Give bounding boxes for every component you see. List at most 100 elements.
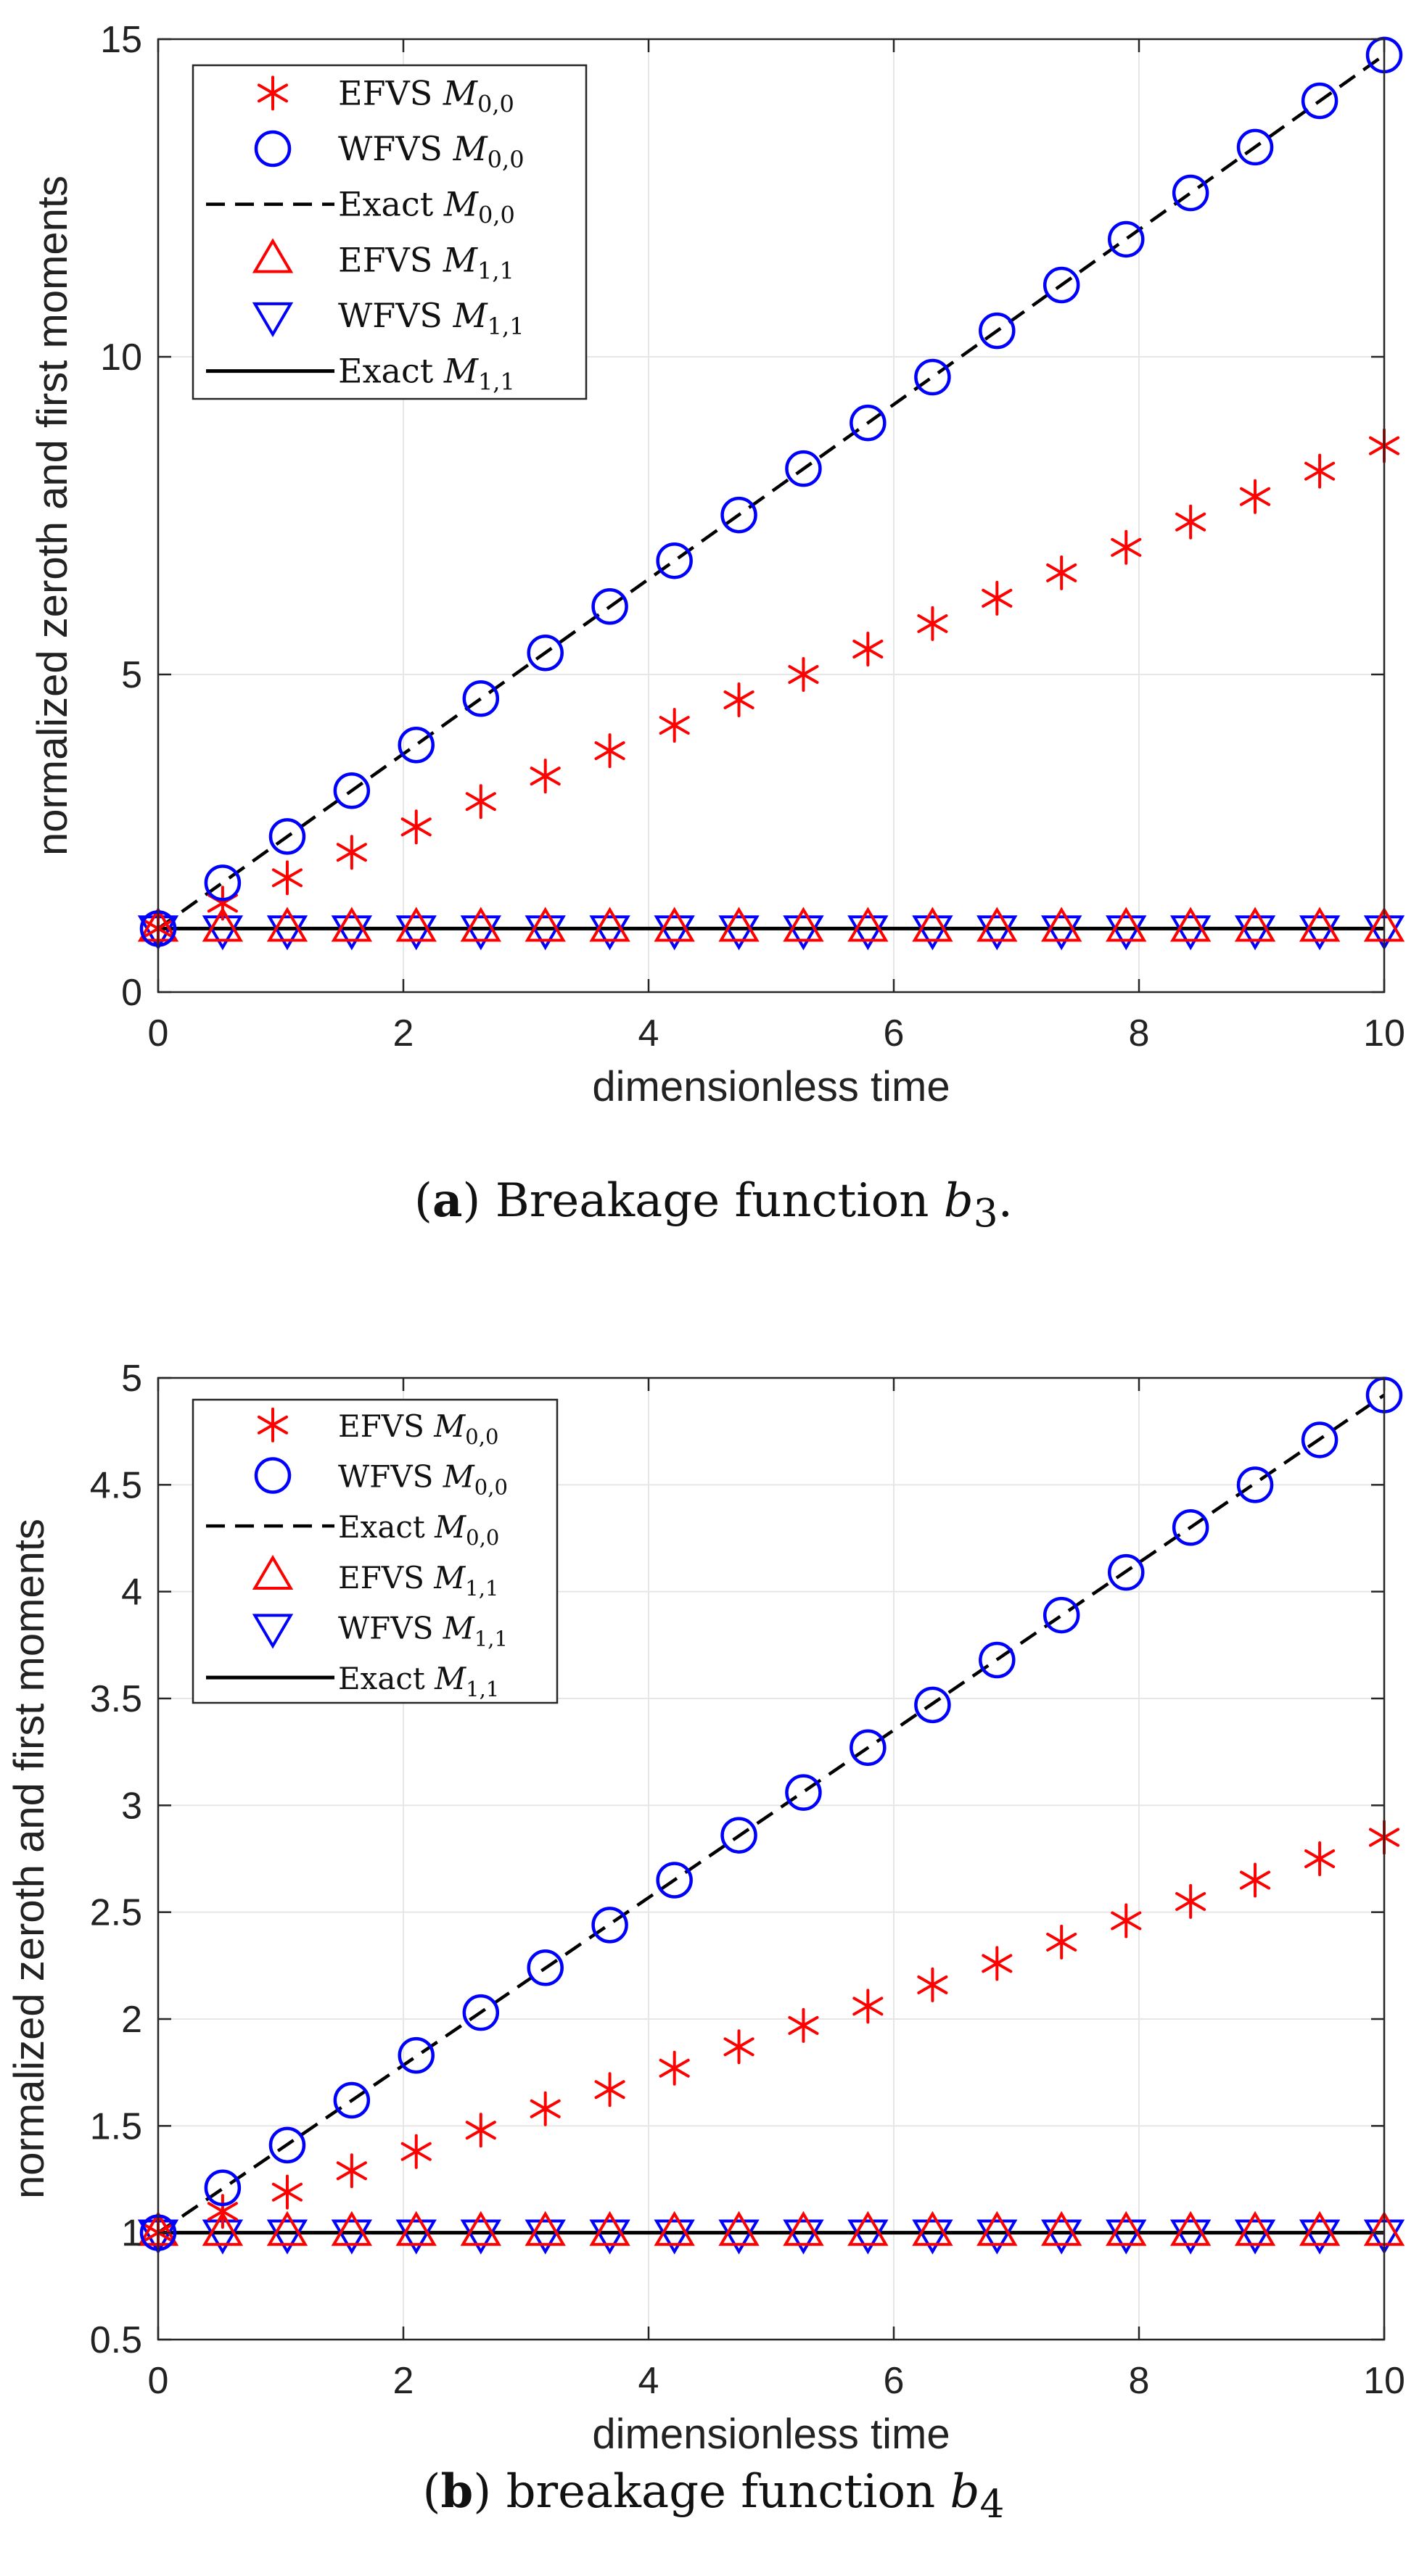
chart-a-efvs-m11-point-1 (202, 907, 244, 942)
chart-a-legend-label-4: WFVS M1,1 (338, 296, 525, 340)
chart-b-wfvs-m11-point-8 (654, 2219, 695, 2255)
figure-a: 0 2 4 6 8 10 0 5 10 15 dimensionless time normalize… (29, 19, 1405, 1236)
chart-b-wfvs-m00-point-4 (398, 2036, 435, 2074)
chart-b-efvs-m11-point-12 (912, 2210, 953, 2246)
chart-a-wfvs-m00-point-5 (462, 680, 500, 717)
chart-b-ytick-label-1: 1 (121, 2213, 142, 2255)
chart-b-wfvs-m11-point-11 (847, 2219, 889, 2255)
chart-a-legend-swatch-3 (252, 238, 294, 273)
chart-b-efvs-m00-point-18 (1304, 1841, 1336, 1876)
chart-b-ytick-label-5: 3 (121, 1785, 142, 1827)
chart-a-xtick-label-0: 0 (148, 1012, 169, 1054)
chart-a-xlabel: dimensionless time (592, 1063, 950, 1110)
chart-b-efvs-m00-point-1 (207, 2194, 238, 2229)
chart-a-efvs-m11-point-14 (1041, 907, 1082, 942)
chart-b-ytick-label-6: 3.5 (90, 1678, 142, 1720)
chart-b-legend-label-5: Exact M1,1 (338, 1661, 499, 1701)
chart-b-wfvs-m11-point-3 (331, 2219, 373, 2255)
caption-a-sub: 3 (973, 1189, 998, 1236)
chart-b-efvs-m11-point-3 (331, 2210, 373, 2246)
chart-b-wfvs-m11-point-7 (589, 2219, 630, 2255)
chart-b-efvs-m00-point-11 (852, 1989, 884, 2024)
chart-a-legend-swatch-1 (254, 130, 292, 168)
chart-a-efvs-m00-point-13 (982, 580, 1013, 616)
chart-a-efvs-m00-point-17 (1239, 479, 1271, 514)
chart-a-wfvs-m11-point-4 (395, 915, 437, 951)
chart-b-legend-swatch-0 (257, 1407, 289, 1442)
chart-b-legend-swatch-3 (252, 1554, 294, 1590)
chart-b-wfvs-m00-point-18 (1301, 1421, 1338, 1458)
chart-a-legend-label-0: EFVS M0,0 (338, 73, 514, 117)
chart-b-wfvs-m11-point-4 (395, 2219, 437, 2255)
chart-b-ylabel: normalized zeroth and first moments (6, 1519, 53, 2199)
chart-a-efvs-m00-point-8 (659, 708, 690, 743)
chart-a-efvs-m00-point-2 (271, 860, 303, 896)
chart-b-wfvs-m11-point-13 (976, 2219, 1018, 2255)
chart-a-series-efvs-m00 (142, 428, 1400, 946)
chart-b-efvs-m00-point-2 (271, 2174, 303, 2210)
chart-b-wfvs-m11-point-9 (718, 2219, 760, 2255)
chart-a-wfvs-m00-point-16 (1172, 174, 1209, 212)
chart-b-wfvs-m11-point-17 (1234, 2219, 1276, 2255)
chart-a-wfvs-m00-point-13 (979, 312, 1016, 350)
chart-b-efvs-m11-point-8 (654, 2210, 695, 2246)
chart-a-efvs-m00-point-11 (852, 631, 884, 666)
chart-a-wfvs-m11-point-16 (1169, 915, 1212, 951)
caption-b-text: breakage function (491, 2465, 950, 2519)
chart-a-wfvs-m00-point-14 (1043, 266, 1080, 304)
chart-b-wfvs-m00-point-5 (462, 1994, 500, 2031)
chart-b-efvs-m11-point-16 (1169, 2210, 1212, 2246)
chart-b-efvs-m00-point-17 (1239, 1862, 1271, 1898)
figure-b: 0 2 4 6 8 10 0.5 1 1.5 2 2.5 3 3.5 4 4.5 5 dimensionless… (0, 1288, 1427, 2576)
chart-a-wfvs-m11-point-6 (525, 915, 566, 951)
chart-b-efvs-m00-point-14 (1046, 1924, 1077, 1960)
chart-a-efvs-m11-point-10 (783, 907, 824, 942)
chart-b-legend-label-0: EFVS M0,0 (338, 1408, 498, 1449)
chart-b-wfvs-m00-point-11 (850, 1729, 887, 1767)
chart-b-ytick-label-8: 4.5 (90, 1464, 142, 1506)
chart-a-wfvs-m11-point-12 (912, 915, 953, 951)
chart-b-efvs-m11-point-14 (1041, 2210, 1082, 2246)
chart-a-ytick-label-3: 15 (100, 19, 142, 61)
chart-a-efvs-m00-point-9 (723, 682, 754, 718)
chart-a-wfvs-m00-point-15 (1108, 220, 1145, 258)
chart-b-efvs-m00-point-12 (917, 1967, 948, 2002)
chart-b-efvs-m11-point-9 (718, 2210, 760, 2246)
chart-a-xtick-label-1: 2 (393, 1012, 414, 1054)
chart-a-efvs-m11-point-2 (266, 907, 308, 942)
chart-a-ylabel: normalized zeroth and first moments (29, 176, 76, 856)
chart-a-efvs-m11-point-12 (912, 907, 953, 942)
chart-b-wfvs-m11-point-2 (266, 2219, 308, 2255)
chart-b-efvs-m11-point-1 (202, 2210, 244, 2246)
chart-a-wfvs-m00-point-17 (1236, 128, 1274, 166)
chart-b-legend: EFVS M0,0 WFVS M0,0 Exact M0,0 EFVS M1,1 WFV… (192, 1398, 559, 1704)
chart-a-efvs-m00-point-16 (1175, 504, 1206, 540)
chart-b-efvs-m11-point-11 (847, 2210, 889, 2246)
chart-b-efvs-m11-point-2 (266, 2210, 308, 2246)
chart-a-efvs-m00-point-14 (1046, 555, 1077, 590)
chart-a-xtick-label-4: 8 (1129, 1012, 1150, 1054)
chart-b-efvs-m11-point-13 (976, 2210, 1018, 2246)
chart-b-efvs-m11-point-17 (1234, 2210, 1276, 2246)
chart-b-efvs-m00-point-8 (659, 2050, 690, 2086)
chart-b-wfvs-m00-point-7 (591, 1907, 628, 1944)
chart-a-xtick-label-3: 6 (884, 1012, 905, 1054)
chart-b-wfvs-m00-point-12 (914, 1686, 951, 1724)
chart-b-xlabel: dimensionless time (592, 2411, 950, 2458)
chart-a-xtick-label-2: 4 (638, 1012, 659, 1054)
chart-a-wfvs-m11-point-14 (1041, 915, 1082, 951)
chart-b-wfvs-m00-point-2 (268, 2126, 306, 2164)
chart-a-wfvs-m11-point-9 (718, 915, 760, 951)
chart-a-efvs-m00-point-6 (530, 759, 561, 794)
chart-a-ytick-label-0: 0 (121, 972, 142, 1014)
chart-a-efvs-m11-point-17 (1234, 907, 1276, 942)
chart-b-efvs-m00-point-6 (530, 2091, 561, 2126)
chart-a-legend: EFVS M0,0 WFVS M0,0 Exact M0,0 EFVS M1,1 WFV… (192, 64, 588, 400)
chart-a-efvs-m11-point-9 (718, 907, 760, 942)
chart-b-wfvs-m11-point-10 (783, 2219, 824, 2255)
chart-b-legend-label-1: WFVS M0,0 (338, 1459, 508, 1500)
chart-a-axes-box (157, 38, 1386, 994)
chart-a-ticks (157, 38, 1386, 994)
chart-b-wfvs-m00-point-8 (656, 1862, 693, 1899)
chart-b-wfvs-m00-point-16 (1172, 1509, 1209, 1546)
